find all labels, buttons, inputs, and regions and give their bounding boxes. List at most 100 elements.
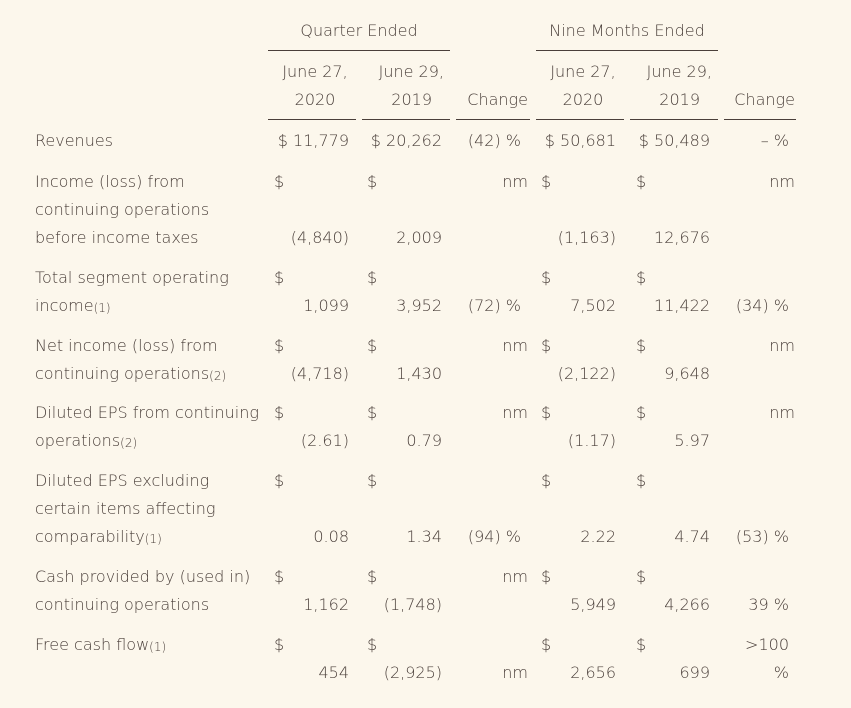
cell-epsex-nchg: (53) % — [735, 527, 789, 546]
cell-cash-q2: (1,748) — [383, 595, 442, 614]
row-label-income-line2: continuing operations — [35, 200, 210, 219]
col-header-q-change: Change — [467, 90, 528, 109]
cell-revenues-nchg: – % — [760, 131, 789, 150]
footnote-marker: (2) — [209, 369, 227, 383]
currency-symbol: $ — [541, 336, 552, 355]
cell-fcf-n1: 2,656 — [570, 663, 616, 682]
currency-symbol: $ — [636, 403, 647, 422]
cell-fcf-nchg-line2: % — [773, 663, 789, 682]
currency-symbol: $ — [274, 172, 285, 191]
col-rule-qchg — [456, 119, 530, 120]
currency-symbol: $ — [367, 635, 378, 654]
row-label-eps-line1: Diluted EPS from continuing — [35, 403, 259, 422]
cell-netincome-n1: (2,122) — [557, 364, 616, 383]
cell-segment-nchg: (34) % — [735, 296, 789, 315]
row-label-income-line3: before income taxes — [35, 228, 199, 247]
cell-eps-nchg: nm — [769, 403, 795, 422]
currency-symbol: $ — [541, 567, 552, 586]
currency-symbol: $ — [367, 336, 378, 355]
cell-cash-nchg: 39 % — [748, 595, 789, 614]
cell-epsex-q1: 0.08 — [313, 527, 349, 546]
cell-eps-n1: (1.17) — [567, 431, 616, 450]
cell-revenues-n1: $ 50,681 — [544, 131, 616, 150]
currency-symbol: $ — [541, 172, 552, 191]
cell-segment-qchg: (72) % — [467, 296, 521, 315]
cell-segment-n2: 11,422 — [654, 296, 710, 315]
currency-symbol: $ — [274, 403, 285, 422]
cell-fcf-q1: 454 — [318, 663, 349, 682]
currency-symbol: $ — [636, 172, 647, 191]
group-rule-nine-months — [536, 50, 718, 51]
col-header-q-2019-line2: 2019 — [391, 90, 432, 109]
footnote-marker: (1) — [144, 532, 162, 546]
row-label-income-line1: Income (loss) from — [35, 172, 185, 191]
currency-symbol: $ — [274, 635, 285, 654]
group-header-quarter: Quarter Ended — [300, 21, 418, 40]
cell-netincome-q2: 1,430 — [396, 364, 442, 383]
currency-symbol: $ — [541, 403, 552, 422]
row-label-cash-line2: continuing operations — [35, 595, 210, 614]
cell-fcf-q2: (2,925) — [383, 663, 442, 682]
cell-income-qchg: nm — [502, 172, 528, 191]
cell-epsex-n1: 2.22 — [580, 527, 616, 546]
cell-segment-q2: 3,952 — [396, 296, 442, 315]
col-header-n-change: Change — [734, 90, 795, 109]
currency-symbol: $ — [636, 336, 647, 355]
currency-symbol: $ — [367, 471, 378, 490]
row-label-revenues: Revenues — [35, 131, 114, 150]
currency-symbol: $ — [367, 268, 378, 287]
row-label-epsex-line2: certain items affecting — [35, 499, 216, 518]
cell-netincome-n2: 9,648 — [664, 364, 710, 383]
cell-segment-n1: 7,502 — [570, 296, 616, 315]
cell-revenues-q2: $ 20,262 — [370, 131, 442, 150]
col-header-n-2019-line2: 2019 — [659, 90, 700, 109]
cell-epsex-q2: 1.34 — [406, 527, 442, 546]
row-label-epsex-line3: comparability(1) — [35, 527, 162, 546]
currency-symbol: $ — [274, 268, 285, 287]
group-rule-quarter — [268, 50, 450, 51]
row-label-eps-line2: operations(2) — [35, 431, 138, 450]
row-label-segment-line2: income(1) — [35, 296, 111, 315]
cell-eps-qchg: nm — [502, 403, 528, 422]
cell-cash-q1: 1,162 — [303, 595, 349, 614]
cell-income-n2: 12,676 — [654, 228, 710, 247]
cell-netincome-nchg: nm — [769, 336, 795, 355]
footnote-marker: (2) — [120, 436, 138, 450]
cell-revenues-q1: $ 11,779 — [277, 131, 349, 150]
group-header-nine-months: Nine Months Ended — [549, 21, 705, 40]
currency-symbol: $ — [636, 471, 647, 490]
row-label-segment-line1: Total segment operating — [35, 268, 229, 287]
cell-fcf-nchg-line1: >100 — [745, 635, 789, 654]
cell-segment-q1: 1,099 — [303, 296, 349, 315]
cell-epsex-n2: 4.74 — [674, 527, 710, 546]
footnote-marker: (1) — [93, 301, 111, 315]
cell-fcf-n2: 699 — [679, 663, 710, 682]
row-label-netincome-line2: continuing operations(2) — [35, 364, 227, 383]
cell-income-q2: 2,009 — [396, 228, 442, 247]
currency-symbol: $ — [636, 567, 647, 586]
col-rule-n1 — [536, 119, 624, 120]
cell-epsex-qchg: (94) % — [467, 527, 521, 546]
col-rule-q2 — [362, 119, 450, 120]
currency-symbol: $ — [274, 567, 285, 586]
currency-symbol: $ — [636, 635, 647, 654]
row-label-netincome-line1: Net income (loss) from — [35, 336, 218, 355]
col-header-q-2020-line2: 2020 — [294, 90, 336, 109]
col-header-n-2020-line1: June 27, — [550, 62, 616, 81]
col-header-q-2019-line1: June 29, — [378, 62, 444, 81]
currency-symbol: $ — [367, 567, 378, 586]
row-label-epsex-line1: Diluted EPS excluding — [35, 471, 210, 490]
col-header-q-2020-line1: June 27, — [282, 62, 348, 81]
cell-income-q1: (4,840) — [290, 228, 349, 247]
col-header-n-2019-line1: June 29, — [646, 62, 712, 81]
col-rule-n2 — [630, 119, 718, 120]
currency-symbol: $ — [367, 403, 378, 422]
col-header-n-2020-line2: 2020 — [562, 90, 604, 109]
currency-symbol: $ — [274, 336, 285, 355]
currency-symbol: $ — [541, 268, 552, 287]
currency-symbol: $ — [367, 172, 378, 191]
cell-eps-q2: 0.79 — [406, 431, 442, 450]
col-rule-nchg — [724, 119, 796, 120]
cell-revenues-qchg: (42) % — [467, 131, 521, 150]
col-rule-q1 — [268, 119, 356, 120]
